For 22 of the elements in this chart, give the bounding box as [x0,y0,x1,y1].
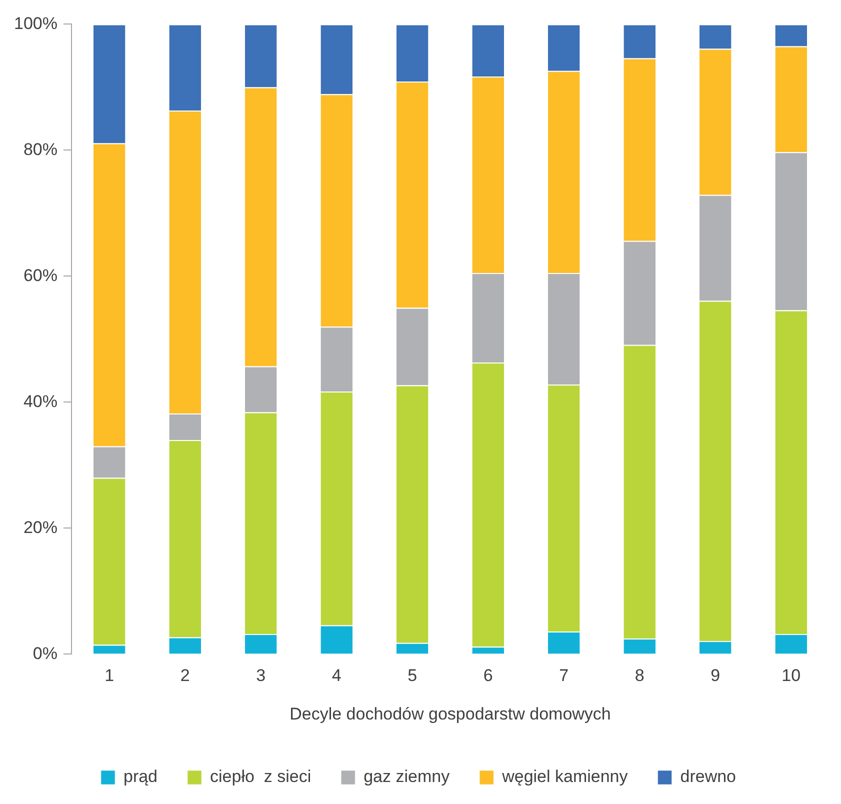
y-tick-label: 0% [32,644,58,663]
x-tick-label: 5 [408,666,418,686]
x-tick-label: 1 [104,666,114,686]
x-tick-label: 2 [180,666,190,686]
y-tick-label: 60% [23,266,58,285]
x-tick-label: 3 [256,666,266,686]
y-tick-label: 40% [23,392,58,411]
x-tick-label: 9 [710,666,720,686]
x-tick-label: 4 [332,666,342,686]
x-tick-label: 7 [559,666,569,686]
legend-label: ciepło z sieci [210,767,312,786]
y-tick-label: 20% [23,518,58,537]
legend-label: węgiel kamienny [501,767,628,786]
y-tick-label: 100% [14,14,58,33]
x-tick-label: 6 [483,666,493,686]
x-axis-title: Decyle dochodów gospodarstw domowych [290,704,611,724]
legend-label: gaz ziemny [364,767,450,786]
legend-label: prąd [123,767,158,786]
x-tick-label: 10 [782,666,801,686]
legend-label: drewno [680,767,736,786]
y-tick-label: 80% [23,140,58,159]
x-tick-label: 8 [634,666,644,686]
